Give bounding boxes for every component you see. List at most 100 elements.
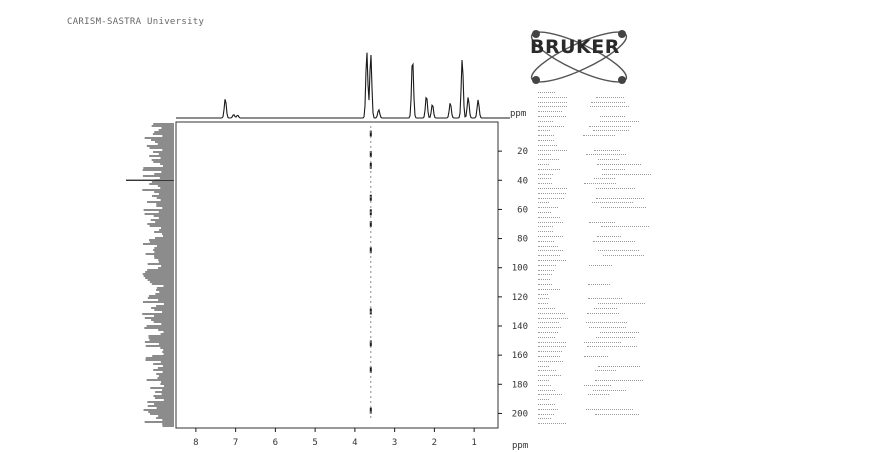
- parameter-line: [538, 188, 568, 193]
- parameter-value: [586, 154, 627, 159]
- parameter-value: [587, 394, 610, 399]
- parameter-line: [538, 274, 552, 279]
- parameter-line: [538, 212, 552, 217]
- f2-tick-label: 4: [352, 438, 357, 448]
- f1-tick-label: 160: [512, 351, 528, 361]
- f1-axis-unit: ppm: [510, 109, 526, 119]
- bruker-logo-text: BRUKER: [530, 36, 620, 58]
- parameter-line: [538, 178, 552, 183]
- parameter-line: [538, 312, 565, 318]
- parameter-value: [586, 312, 620, 318]
- parameter-value: [586, 346, 637, 351]
- parameter-line: [538, 197, 565, 203]
- institution-header: CARISM-SASTRA University: [67, 17, 205, 27]
- parameter-line: [538, 399, 550, 404]
- parameter-line: [538, 317, 568, 323]
- parameter-line: [538, 346, 567, 351]
- parameter-value: [583, 135, 615, 140]
- parameter-line: [538, 164, 550, 169]
- f2-projection-trace: [176, 52, 510, 119]
- parameter-line: [538, 101, 568, 107]
- cross-peak: [369, 407, 372, 414]
- parameter-line: [538, 341, 567, 347]
- parameter-line: [538, 394, 562, 399]
- parameter-value: [593, 178, 616, 183]
- parameter-value: [594, 413, 640, 419]
- f1-tick-label: 60: [517, 205, 528, 215]
- f2-tick-label: 3: [392, 438, 397, 448]
- parameter-value: [589, 221, 615, 227]
- parameter-line: [538, 298, 549, 303]
- parameter-line: [538, 279, 550, 284]
- parameter-value: [583, 356, 608, 361]
- f2-tick-label: 7: [233, 438, 238, 448]
- parameter-value: [591, 202, 633, 207]
- parameter-line: [538, 120, 553, 126]
- parameter-line: [538, 370, 557, 375]
- parameter-value: [589, 264, 612, 270]
- parameter-line: [538, 168, 560, 174]
- parameter-line: [538, 192, 566, 198]
- parameter-line: [538, 293, 549, 299]
- parameter-value: [600, 116, 626, 121]
- parameter-line: [538, 418, 551, 423]
- bruker-atom-logo-icon: [530, 30, 628, 84]
- parameter-value: [586, 408, 633, 414]
- parameter-value: [601, 207, 646, 212]
- parameter-line: [538, 140, 555, 145]
- parameter-line: [538, 389, 556, 395]
- parameter-value: [602, 168, 626, 174]
- parameter-line: [538, 149, 567, 155]
- parameter-line: [538, 173, 553, 179]
- cross-peak: [369, 366, 372, 373]
- parameter-value: [594, 149, 620, 155]
- parameter-line: [538, 336, 555, 342]
- parameter-value: [596, 164, 641, 169]
- parameter-line: [538, 260, 567, 265]
- parameter-line: [538, 125, 565, 131]
- parameter-value: [598, 159, 620, 164]
- parameter-line: [538, 351, 563, 356]
- parameter-value: [594, 308, 617, 313]
- parameter-line: [538, 231, 553, 236]
- parameter-value: [596, 96, 624, 102]
- parameter-line: [538, 384, 551, 390]
- f1-tick-label: 200: [512, 409, 528, 419]
- parameter-value: [592, 240, 636, 246]
- parameter-value: [589, 125, 632, 131]
- parameter-value: [592, 389, 627, 395]
- parameter-line: [538, 327, 561, 332]
- parameter-value: [588, 298, 622, 303]
- parameter-line: [538, 269, 554, 275]
- f1-projection-trace: [126, 123, 174, 427]
- parameter-value: [590, 101, 625, 107]
- parameter-value: [602, 255, 645, 260]
- parameter-line: [538, 332, 559, 337]
- parameter-line: [538, 183, 552, 188]
- f1-tick-label: 40: [517, 176, 528, 186]
- parameter-line: [538, 404, 555, 409]
- parameter-line: [538, 111, 562, 116]
- f2-tick-label: 1: [471, 438, 476, 448]
- parameter-line: [538, 202, 550, 207]
- parameter-value: [595, 197, 645, 203]
- parameter-value: [593, 130, 629, 135]
- parameter-line: [538, 226, 553, 231]
- parameter-line: [538, 92, 555, 97]
- parameter-line: [538, 154, 552, 159]
- f2-axis-unit: ppm: [512, 441, 528, 451]
- parameter-line: [538, 106, 567, 111]
- parameter-value: [590, 106, 630, 111]
- f2-axis: 8 7 6 5 4 3 2 1 ppm: [193, 428, 528, 451]
- parameter-line: [538, 356, 560, 361]
- parameter-value: [601, 173, 651, 179]
- parameter-line: [538, 423, 567, 428]
- f2-tick-label: 6: [273, 438, 278, 448]
- parameter-line: [538, 375, 562, 380]
- parameter-line: [538, 308, 555, 313]
- cross-peak: [369, 340, 372, 347]
- parameter-line: [538, 264, 557, 270]
- parameter-line: [538, 221, 563, 227]
- parameter-line: [538, 207, 559, 212]
- parameter-line: [538, 284, 553, 289]
